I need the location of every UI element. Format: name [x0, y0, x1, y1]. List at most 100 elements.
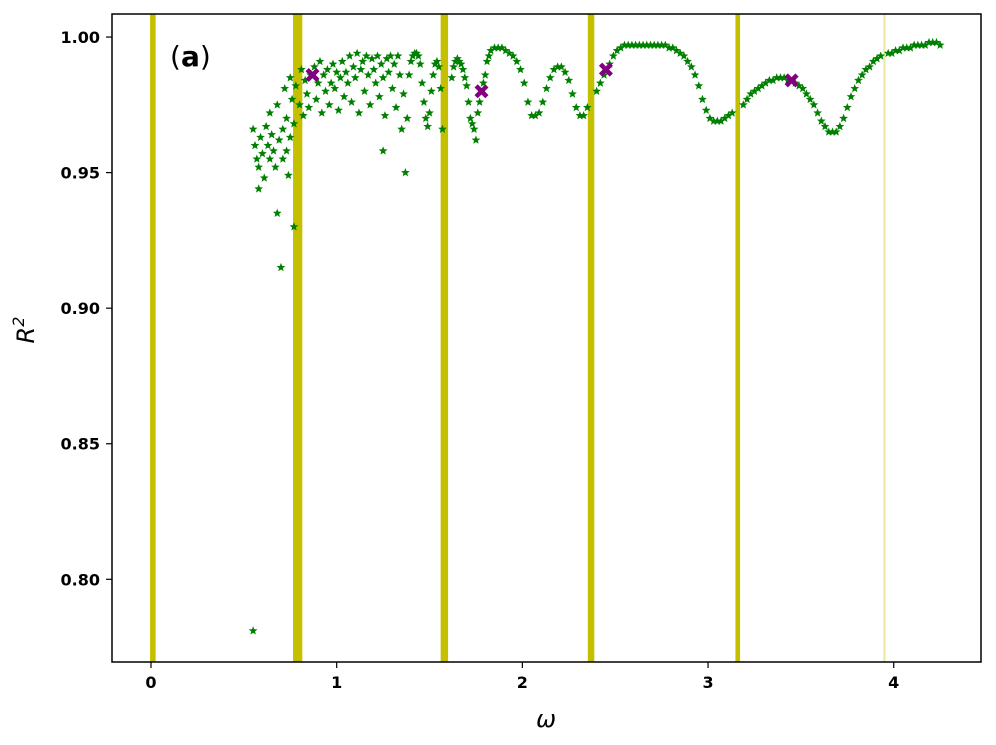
scatter-point: [527, 111, 537, 120]
scatter-point: [274, 135, 284, 144]
scatter-point: [419, 97, 429, 106]
scatter-point: [820, 121, 830, 131]
scatter-point: [783, 75, 793, 85]
scatter-point: [469, 124, 479, 133]
scatter-point: [776, 73, 785, 82]
scatter-point: [397, 124, 407, 133]
scatter-point: [716, 116, 726, 125]
scatter-point: [291, 81, 301, 90]
x-tick-label: 3: [702, 673, 713, 692]
scatter-point: [898, 43, 908, 52]
scatter-point: [865, 62, 874, 71]
scatter-point: [302, 89, 312, 98]
plot-frame: [111, 13, 982, 663]
scatter-point: [298, 111, 308, 120]
scatter-point: [887, 48, 897, 58]
scatter-point: [891, 46, 900, 55]
scatter-point: [341, 67, 351, 77]
scatter-point: [438, 124, 447, 133]
scatter-point: [857, 70, 867, 79]
scatter-point: [549, 64, 559, 74]
scatter-point: [798, 83, 808, 93]
scatter-point: [404, 70, 414, 79]
scatter-point: [464, 97, 473, 106]
scatter-point: [486, 46, 496, 55]
scatter-point: [497, 43, 507, 52]
scatter-point: [592, 86, 602, 95]
scatter-point: [553, 62, 563, 71]
x-tick-label: 1: [331, 673, 342, 692]
scatter-point: [267, 130, 277, 139]
x-tick-label: 4: [888, 673, 899, 692]
scatter-point: [842, 102, 852, 112]
scatter-point: [709, 116, 718, 125]
scatter-point: [395, 70, 405, 79]
scatter-point: [712, 116, 722, 125]
scatter-point: [304, 102, 314, 112]
scatter-point: [425, 108, 434, 117]
scatter-point: [250, 140, 260, 150]
scatter-point: [920, 40, 930, 49]
scatter-point: [352, 48, 362, 58]
scatter-point: [679, 51, 689, 60]
scatter-point: [356, 64, 366, 74]
scatter-point: [360, 86, 369, 95]
scatter-point: [579, 111, 589, 120]
scatter-point: [653, 40, 663, 49]
scatter-point: [698, 94, 707, 104]
x-axis-ticks: 0 1 2 3 4: [145, 662, 899, 692]
scatter-point: [512, 56, 522, 66]
scatter-point: [321, 86, 330, 95]
scatter-point: [932, 37, 941, 47]
scatter-point: [313, 78, 323, 87]
scatter-point: [909, 40, 919, 49]
scatter-point: [623, 40, 633, 49]
scatter-point: [369, 64, 379, 74]
scatter-point: [337, 56, 347, 66]
scatter-point: [794, 81, 804, 90]
scatter-point: [686, 62, 696, 71]
scatter-point: [289, 119, 299, 128]
scatter-point: [924, 37, 934, 47]
scatter-point: [646, 40, 655, 49]
scatter-point: [272, 208, 282, 217]
panel-label-letter: a: [181, 40, 200, 73]
scatter-point: [278, 124, 288, 133]
scatter-point: [282, 146, 291, 155]
scatter-point: [421, 113, 431, 123]
scatter-point: [831, 127, 841, 136]
scatter-point: [295, 100, 304, 109]
scatter-point: [261, 121, 271, 131]
scatter-point: [720, 113, 730, 123]
scatter-point: [311, 94, 321, 104]
scatter-point: [542, 83, 551, 93]
x-marker: [784, 73, 799, 88]
scatter-point: [764, 75, 774, 85]
scatter-point: [269, 146, 278, 155]
scatter-point: [490, 43, 499, 52]
scatter-point: [391, 102, 401, 112]
scatter-point: [631, 40, 640, 49]
scatter-point: [263, 140, 273, 150]
scatter-point: [560, 67, 570, 77]
scatter-point: [824, 127, 834, 136]
scatter-point: [675, 48, 685, 58]
scatter-point: [839, 113, 848, 123]
scatter-point: [258, 149, 267, 158]
scatter-point: [484, 51, 494, 60]
scatter-point: [757, 81, 767, 90]
scatter-point: [694, 81, 704, 90]
scatter-point: [362, 51, 371, 60]
scatter-point: [393, 51, 403, 60]
scatter-point: [828, 127, 837, 136]
scatter-point: [582, 102, 592, 112]
scatter-point: [868, 56, 878, 66]
scatter-point: [300, 75, 310, 85]
scatter-point: [315, 56, 325, 66]
x-tick-label: 0: [145, 673, 156, 692]
scatter-point: [449, 62, 459, 71]
scatter-point: [701, 105, 711, 114]
scatter-point: [538, 97, 548, 106]
scatter-point: [367, 54, 377, 63]
